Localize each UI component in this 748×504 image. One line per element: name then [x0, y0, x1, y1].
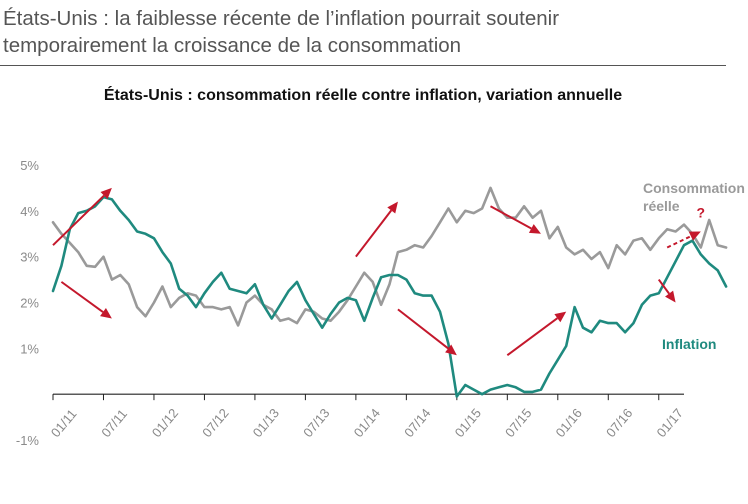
y-tick-label: 4%: [20, 204, 39, 219]
x-tick-label: 07/13: [300, 406, 332, 441]
y-tick-label: 5%: [20, 158, 39, 173]
x-axis-ticks: 01/11 07/11 01/12 07/12 01/13 07/13 01/14 07/14…: [48, 393, 686, 441]
x-tick-label: 01/12: [149, 406, 181, 441]
chart-title: États-Unis : consommation réelle contre …: [103, 87, 623, 104]
x-tick-label: 01/13: [250, 406, 282, 441]
x-tick-label: 07/16: [603, 406, 635, 441]
title-divider: [0, 65, 726, 66]
x-tick-label: 01/14: [351, 406, 383, 441]
trend-arrow: [52, 187, 112, 246]
page-title: États-Unis : la faiblesse récente de l’i…: [3, 5, 743, 59]
series-lines: [51, 186, 728, 398]
trend-arrow: [506, 311, 567, 357]
page-title-line-2: temporairement la croissance de la conso…: [3, 34, 462, 57]
trend-arrow: [657, 278, 676, 303]
series-label-inflation: Inflation: [662, 336, 716, 352]
series-label-consommation: Consommation: [643, 180, 745, 196]
series-line-inflation: [51, 195, 728, 398]
x-tick-label: 01/11: [48, 406, 80, 440]
question-mark-annotation: ?: [697, 205, 706, 221]
x-tick-label: 07/11: [98, 406, 130, 440]
series-labels: Consommation réelle Inflation: [643, 180, 745, 352]
annotations: ?: [52, 187, 706, 357]
x-tick-label: 07/14: [401, 406, 433, 441]
x-tick-label: 07/12: [199, 406, 231, 441]
y-tick-label: 1%: [20, 341, 39, 356]
series-line-consommation: [51, 186, 728, 327]
trend-arrow: [490, 205, 541, 234]
series-label-consommation: réelle: [643, 198, 680, 214]
y-axis-ticks: -1% 1% 2% 3% 4% 5%: [16, 158, 40, 448]
x-tick-label: 01/17: [654, 406, 686, 441]
y-tick-label: -1%: [16, 433, 40, 448]
page-title-line-1: États-Unis : la faiblesse récente de l’i…: [3, 7, 560, 30]
x-tick-label: 01/16: [553, 406, 585, 441]
x-tick-label: 01/15: [452, 406, 484, 441]
dashed-arrow: [666, 231, 701, 249]
x-tick-label: 07/15: [502, 406, 534, 441]
trend-arrow: [60, 281, 112, 319]
trend-arrow: [397, 308, 457, 356]
y-tick-label: 2%: [20, 296, 39, 311]
trend-arrow: [355, 201, 398, 258]
y-tick-label: 3%: [20, 250, 39, 265]
